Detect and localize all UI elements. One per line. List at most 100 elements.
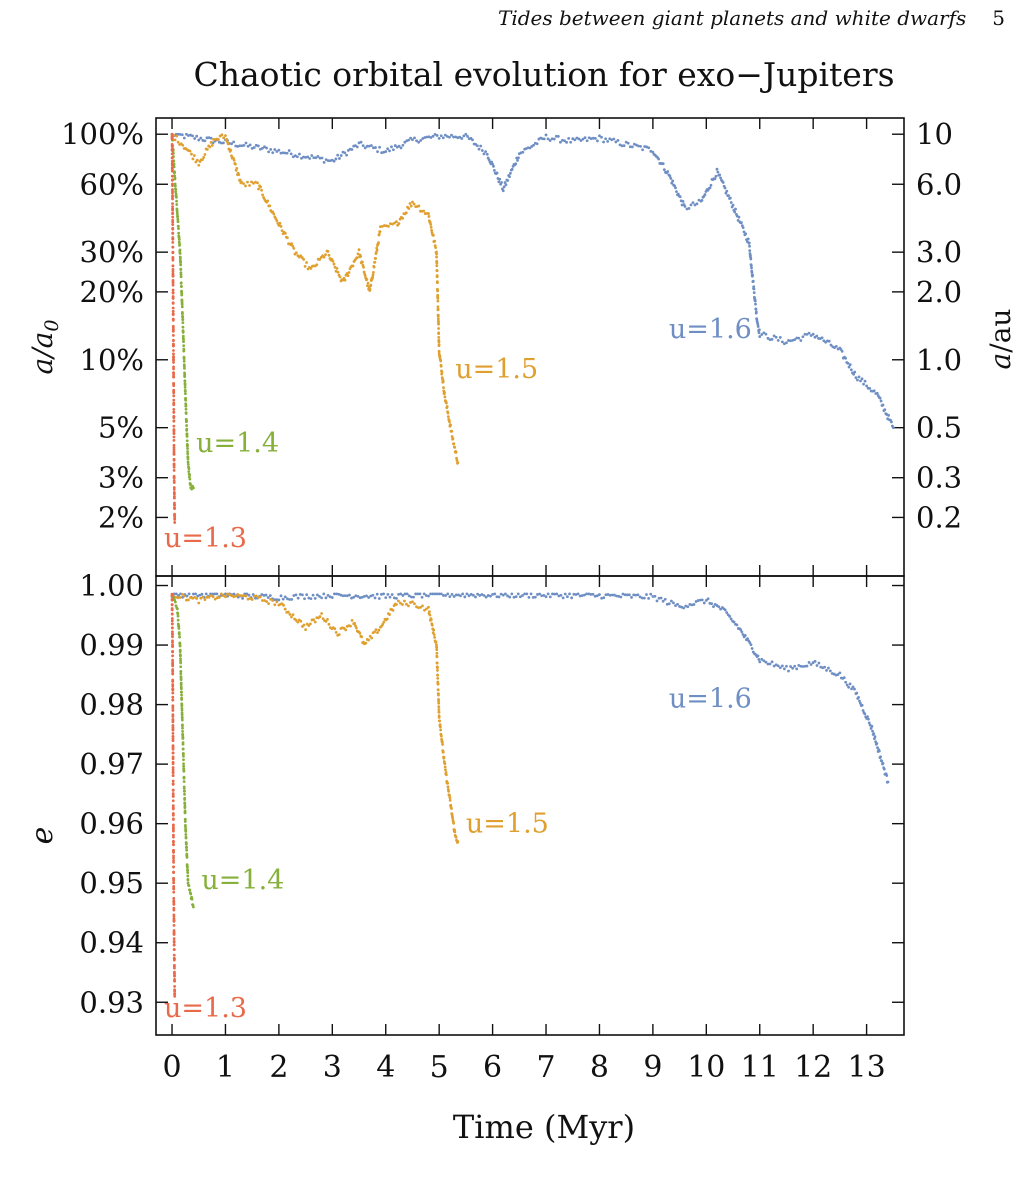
data-point (563, 139, 566, 143)
data-point (717, 605, 721, 609)
data-point (432, 633, 436, 637)
data-point (288, 598, 291, 601)
data-point (172, 943, 176, 947)
data-point (550, 137, 554, 141)
data-point (362, 265, 365, 269)
data-point (388, 595, 392, 599)
data-point (172, 382, 176, 386)
data-point (612, 137, 616, 141)
data-point (178, 242, 182, 246)
data-point (870, 724, 874, 728)
data-point (336, 270, 340, 274)
data-point (576, 592, 580, 596)
data-point (741, 633, 745, 636)
data-point (813, 659, 817, 663)
data-point (516, 159, 519, 162)
data-point (171, 663, 175, 667)
data-point (544, 133, 548, 137)
data-point (871, 729, 874, 733)
y-tick-label: 0.99 (79, 628, 144, 662)
data-point (417, 204, 421, 208)
data-point (177, 227, 180, 231)
data-point (758, 660, 762, 664)
data-point (173, 973, 176, 977)
data-point (829, 343, 833, 347)
data-point (749, 264, 753, 267)
data-point (676, 192, 680, 196)
data-point (423, 608, 426, 612)
data-point (172, 446, 176, 450)
data-point (627, 593, 631, 597)
data-point (801, 335, 805, 339)
data-point (177, 231, 181, 235)
data-point (312, 618, 316, 622)
data-point (295, 155, 299, 159)
data-point (479, 144, 483, 148)
data-point (598, 134, 601, 138)
data-point (172, 367, 175, 371)
data-point (177, 594, 180, 597)
data-point (710, 602, 714, 605)
data-point (238, 178, 242, 182)
data-point (755, 310, 758, 314)
data-point (179, 273, 183, 277)
data-point (757, 331, 761, 335)
data-point (172, 937, 176, 941)
data-point (373, 630, 376, 634)
data-point (184, 404, 188, 407)
data-point (573, 138, 577, 142)
data-point (844, 680, 848, 684)
data-point (171, 735, 175, 739)
data-point (668, 174, 672, 178)
y-tick-label: 3% (98, 461, 144, 495)
data-point (700, 198, 704, 202)
data-point (171, 799, 175, 803)
data-point (395, 220, 398, 224)
data-point (480, 149, 484, 152)
data-point (876, 746, 879, 750)
y-axis-label-right: a/au (984, 309, 1017, 370)
data-point (176, 140, 180, 144)
data-point (362, 594, 366, 598)
data-point (748, 641, 752, 645)
data-point (469, 592, 473, 596)
data-point (538, 592, 542, 596)
data-point (388, 613, 391, 616)
data-point (182, 762, 185, 766)
data-point (446, 781, 450, 785)
data-point (303, 597, 306, 601)
data-point (172, 361, 175, 364)
data-point (283, 231, 287, 235)
data-point (172, 835, 175, 839)
data-point (436, 289, 439, 293)
data-point (324, 253, 327, 257)
data-point (583, 593, 586, 597)
data-point (589, 593, 593, 596)
data-point (173, 171, 176, 174)
data-point (174, 188, 178, 192)
data-point (435, 592, 439, 596)
data-point (277, 598, 281, 602)
data-point (171, 291, 175, 295)
data-point (176, 612, 180, 615)
data-point (567, 136, 571, 140)
data-point (401, 216, 404, 220)
data-point (186, 443, 189, 447)
data-point (172, 860, 175, 864)
data-point (182, 754, 185, 758)
data-point (454, 835, 458, 839)
data-point (436, 299, 440, 303)
data-point (171, 645, 174, 649)
data-point (172, 452, 176, 456)
data-point (222, 141, 225, 145)
data-point (358, 596, 362, 600)
data-point (369, 144, 373, 147)
data-point (749, 643, 753, 647)
data-point (171, 283, 175, 287)
data-point (780, 664, 784, 668)
data-point (401, 143, 405, 147)
data-point (184, 833, 188, 836)
data-point (793, 664, 797, 668)
data-point (735, 623, 739, 627)
